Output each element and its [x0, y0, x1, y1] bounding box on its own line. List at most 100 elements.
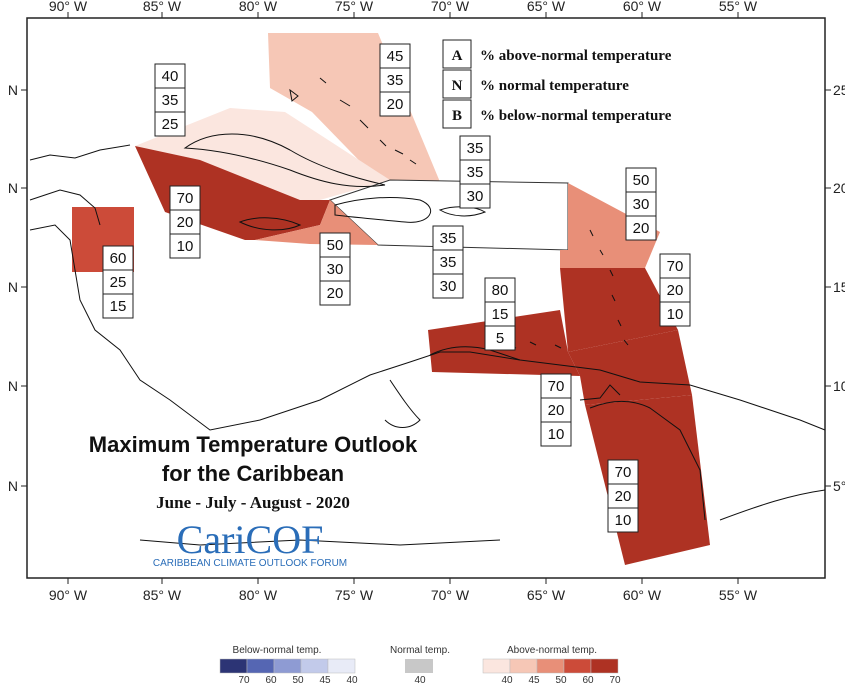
scale-swatch [482, 658, 511, 674]
value-below: 15 [110, 298, 127, 315]
value-below: 20 [327, 285, 344, 302]
lat-label-left: N [8, 82, 18, 98]
value-normal: 20 [177, 214, 194, 231]
scale-above-swatches: 40 45 50 60 70 [482, 658, 621, 684]
logo-wordmark: CariCOF [177, 517, 324, 562]
longitude-ticks: 90° W 85° W 80° W 75° W 70° W 65° W 60° W 55° W… [49, 0, 758, 603]
scale-label: 45 [528, 675, 540, 684]
value-above: 70 [667, 258, 684, 275]
key-text-b: % below-normal temperature [480, 108, 672, 124]
region-bahamas [268, 33, 440, 182]
scale-swatch [327, 658, 356, 674]
value-below: 10 [615, 512, 632, 529]
value-boxes: 45 35 20 40 35 25 35 35 30 70 20 10 50 30 20 35 35 30 60 25… [102, 43, 691, 533]
lon-label-top: 60° W [623, 0, 662, 14]
logo-subtitle: CARIBBEAN CLIMATE OUTLOOK FORUM [153, 558, 347, 569]
value-above: 45 [387, 48, 404, 65]
lon-label-top: 75° W [335, 0, 374, 14]
scale-label: 40 [501, 675, 513, 684]
value-above: 80 [492, 282, 509, 299]
scale-label: 60 [265, 675, 277, 684]
scale-swatch [273, 658, 302, 674]
title-block: Maximum Temperature Outlook for the Cari… [89, 432, 418, 512]
scale-normal-label: 40 [414, 675, 426, 684]
value-normal: 25 [110, 274, 127, 291]
key-text-n: % normal temperature [480, 78, 629, 94]
lon-label-bottom: 80° W [239, 587, 278, 603]
lon-label-bottom: 70° W [431, 587, 470, 603]
value-below: 5 [496, 330, 504, 347]
key-letter-b: B [452, 108, 462, 124]
lat-label-left: N [8, 378, 18, 394]
value-below: 10 [667, 306, 684, 323]
scale-swatch [219, 658, 248, 674]
value-above: 60 [110, 250, 127, 267]
value-below: 10 [177, 238, 194, 255]
value-below: 10 [548, 426, 565, 443]
key-row-n: N % normal temperature [442, 69, 629, 99]
probability-key: A % above-normal temperature N % normal … [442, 39, 672, 129]
lon-label-bottom: 75° W [335, 587, 374, 603]
key-row-a: A % above-normal temperature [442, 39, 672, 69]
lon-label-top: 55° W [719, 0, 758, 14]
value-normal: 35 [467, 164, 484, 181]
lat-label-left: N [8, 478, 18, 494]
value-above: 70 [548, 378, 565, 395]
lat-label-right: 10 [833, 378, 845, 394]
lon-label-top: 90° W [49, 0, 88, 14]
region-windward [560, 268, 678, 352]
value-above: 70 [177, 190, 194, 207]
value-box-abc-islands: 80 15 5 [484, 277, 516, 351]
value-box-cuba: 40 35 25 [154, 63, 186, 137]
value-above: 40 [162, 68, 179, 85]
scale-swatch [563, 658, 592, 674]
scale-label: 40 [346, 675, 358, 684]
lat-label-right: 15 [833, 279, 845, 295]
scale-label: 70 [238, 675, 250, 684]
value-below: 20 [387, 96, 404, 113]
scale-swatch [509, 658, 538, 674]
region-leeward [560, 183, 660, 268]
lon-label-top: 80° W [239, 0, 278, 14]
value-above: 35 [440, 230, 457, 247]
value-box-windward: 70 20 10 [659, 253, 691, 327]
lon-label-top: 70° W [431, 0, 470, 14]
value-box-guianas: 70 20 10 [607, 459, 639, 533]
value-box-bahamas: 45 35 20 [379, 43, 411, 117]
lon-label-bottom: 65° W [527, 587, 566, 603]
lat-label-right: 5° [833, 478, 845, 494]
coastlines [29, 77, 826, 546]
value-below: 30 [440, 278, 457, 295]
lon-label-bottom: 90° W [49, 587, 88, 603]
value-above: 70 [615, 464, 632, 481]
lon-label-bottom: 60° W [623, 587, 662, 603]
value-normal: 20 [667, 282, 684, 299]
value-below: 30 [467, 188, 484, 205]
scale-below-swatches: 70 60 50 45 40 [219, 658, 358, 684]
map-frame [26, 17, 826, 579]
value-normal: 30 [327, 261, 344, 278]
value-box-leeward: 50 30 20 [625, 167, 657, 241]
key-letter-n: N [452, 78, 463, 94]
value-box-belize: 60 25 15 [102, 245, 134, 319]
value-normal: 30 [633, 196, 650, 213]
value-box-jamaica-cayman: 70 20 10 [169, 185, 201, 259]
value-normal: 35 [387, 72, 404, 89]
value-normal: 35 [162, 92, 179, 109]
region-trinidad [568, 330, 692, 405]
lat-label-left: N [8, 180, 18, 196]
key-letter-a: A [452, 48, 463, 64]
lat-label-left: N [8, 279, 18, 295]
scale-label: 70 [609, 675, 621, 684]
value-box-trinidad: 70 20 10 [540, 373, 572, 447]
lat-label-right: 25 [833, 82, 845, 98]
title-line1: Maximum Temperature Outlook [89, 432, 418, 457]
value-box-hispaniola-pr: 35 35 30 [432, 225, 464, 299]
value-below: 20 [633, 220, 650, 237]
scale-normal-swatch: 40 [405, 659, 433, 684]
lat-label-right: 20 [833, 180, 845, 196]
value-box-jamaica-south: 50 30 20 [319, 232, 351, 306]
value-normal: 20 [548, 402, 565, 419]
color-scale: Below-normal temp. Normal temp. Above-no… [219, 645, 621, 684]
title-period: June - July - August - 2020 [156, 493, 350, 512]
